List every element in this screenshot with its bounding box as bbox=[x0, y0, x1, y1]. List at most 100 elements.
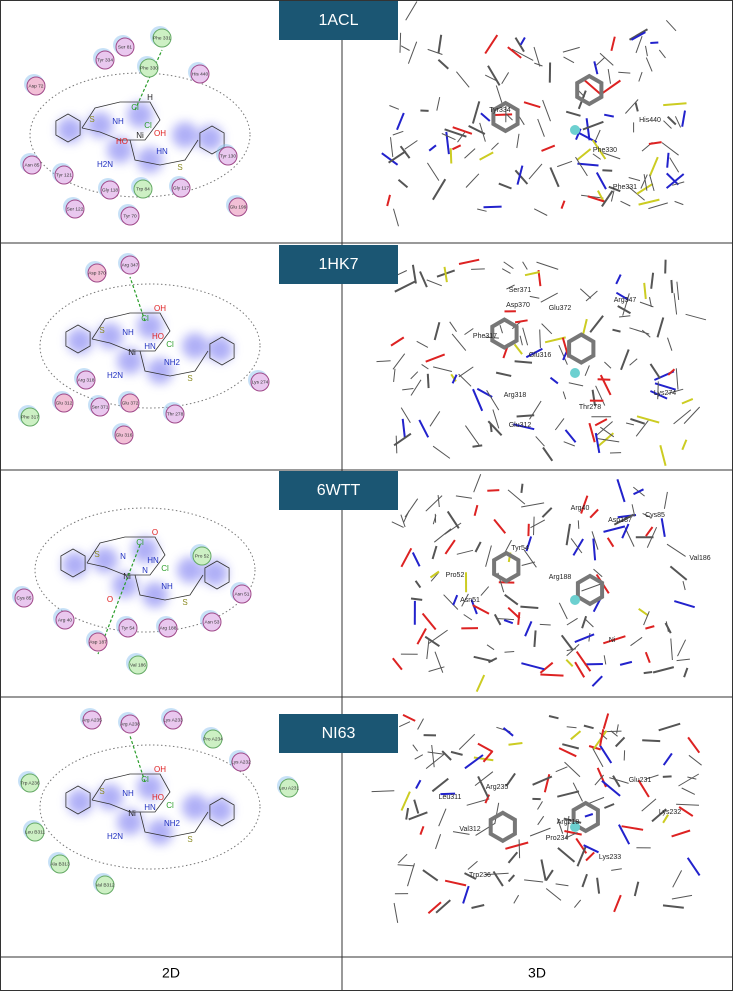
stick bbox=[614, 736, 626, 748]
stick bbox=[557, 160, 573, 168]
atom-label: Ni bbox=[128, 809, 136, 818]
residue-label: Asn 53 bbox=[205, 619, 220, 625]
residue-label: Asp 72 bbox=[29, 83, 44, 89]
residue-label: Lys 274 bbox=[252, 379, 269, 385]
atom-label: HO bbox=[116, 137, 128, 146]
stick bbox=[414, 580, 422, 589]
stick bbox=[400, 547, 413, 568]
stick bbox=[592, 747, 604, 768]
residue-label: Arg 318 bbox=[78, 377, 95, 383]
residue bbox=[76, 370, 96, 390]
stick bbox=[643, 282, 647, 300]
residue bbox=[65, 199, 85, 219]
benzene-ring bbox=[209, 336, 235, 366]
stick bbox=[430, 572, 439, 582]
stick bbox=[686, 857, 701, 876]
stick bbox=[554, 418, 565, 431]
interaction bbox=[134, 49, 163, 111]
stick bbox=[393, 368, 396, 382]
stick bbox=[599, 744, 613, 764]
stick bbox=[649, 363, 661, 380]
atom-label: H2N bbox=[107, 371, 123, 380]
stick bbox=[421, 363, 429, 370]
stick bbox=[539, 623, 551, 626]
stick bbox=[650, 41, 659, 44]
stick bbox=[584, 365, 590, 376]
stick bbox=[539, 661, 554, 674]
stick bbox=[411, 552, 421, 567]
stick bbox=[397, 864, 415, 867]
stick bbox=[472, 388, 484, 412]
stick bbox=[681, 397, 694, 405]
stick bbox=[637, 779, 650, 798]
atom-label: Ni bbox=[123, 572, 131, 581]
stick bbox=[612, 328, 621, 333]
stick bbox=[414, 754, 424, 760]
stick bbox=[525, 536, 533, 552]
stick bbox=[425, 495, 443, 512]
stick bbox=[557, 818, 564, 834]
stick bbox=[602, 152, 621, 160]
residue bbox=[95, 875, 115, 895]
stick bbox=[595, 385, 606, 406]
atom-label: H2N bbox=[107, 832, 123, 841]
residue-label: Glu 199 bbox=[230, 204, 247, 210]
stick bbox=[371, 790, 395, 793]
residue-3d-label: Arg347 bbox=[614, 297, 637, 304]
stick bbox=[457, 131, 466, 143]
stick bbox=[662, 814, 669, 824]
stick bbox=[444, 128, 467, 138]
stick bbox=[645, 526, 654, 537]
stick bbox=[466, 798, 490, 806]
residue-label: His 440 bbox=[192, 71, 209, 77]
stick bbox=[628, 28, 649, 41]
stick bbox=[610, 730, 618, 737]
glow bbox=[87, 112, 113, 138]
stick bbox=[584, 618, 594, 628]
stick bbox=[513, 894, 520, 904]
stick bbox=[618, 824, 631, 845]
stick bbox=[566, 815, 570, 839]
stick bbox=[418, 419, 430, 438]
residue-3d-label: Tyr54 bbox=[511, 545, 529, 552]
atom-label: S bbox=[182, 598, 187, 607]
stick bbox=[635, 420, 649, 437]
stick bbox=[643, 174, 648, 191]
stick bbox=[662, 752, 673, 766]
glow bbox=[172, 122, 198, 148]
interaction bbox=[129, 276, 146, 322]
atom-label: NH2 bbox=[164, 819, 181, 828]
residue-label: Trp 84 bbox=[136, 186, 150, 192]
stick bbox=[396, 112, 405, 131]
ligand-ring bbox=[571, 800, 600, 834]
stick bbox=[416, 340, 429, 348]
stick bbox=[426, 162, 440, 181]
stick bbox=[608, 185, 621, 193]
stick bbox=[516, 165, 524, 185]
stick bbox=[495, 371, 512, 377]
atom-label: Ni bbox=[128, 348, 136, 357]
stick bbox=[577, 520, 580, 529]
column-label: 3D bbox=[528, 965, 546, 981]
stick bbox=[581, 77, 601, 95]
residue-3d-label: Arg318 bbox=[504, 392, 527, 399]
stick bbox=[432, 366, 453, 372]
benzene-ring bbox=[199, 125, 225, 155]
residue-label: Pro 52 bbox=[195, 553, 209, 559]
stick bbox=[592, 538, 597, 561]
glow bbox=[107, 137, 133, 163]
stick bbox=[462, 885, 470, 904]
stick bbox=[419, 271, 428, 288]
stick bbox=[677, 639, 687, 657]
interaction bbox=[129, 735, 146, 783]
stick bbox=[650, 272, 655, 289]
stick bbox=[628, 177, 641, 182]
stick bbox=[444, 522, 462, 535]
residue-3d-label: Trp236 bbox=[469, 872, 491, 879]
atom-label: H bbox=[147, 93, 153, 102]
stick bbox=[568, 382, 584, 387]
stick bbox=[672, 181, 685, 186]
stick bbox=[492, 409, 500, 429]
atom-label: NH bbox=[122, 789, 134, 798]
